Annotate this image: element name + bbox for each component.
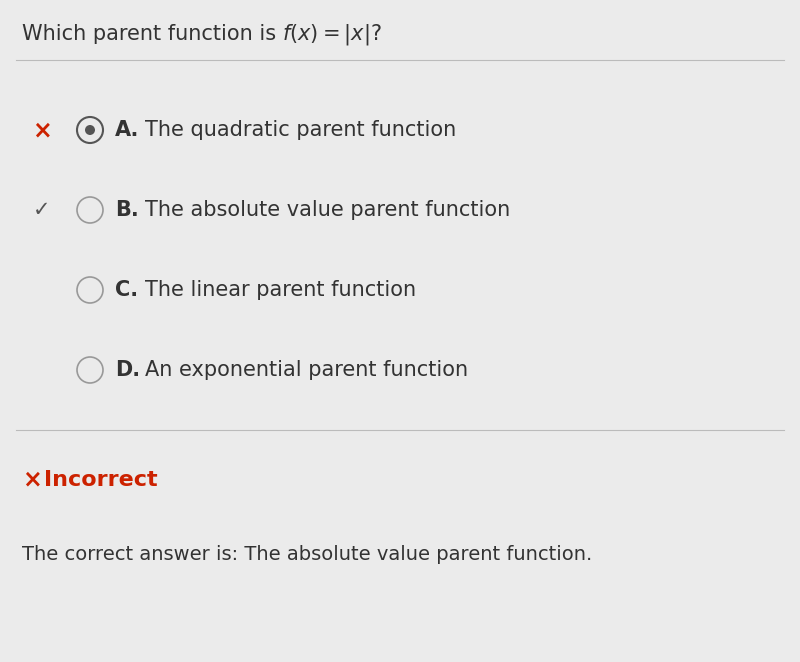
Text: B.: B. (115, 200, 138, 220)
Text: $f(x) = |x|$?: $f(x) = |x|$? (282, 21, 382, 46)
Text: Incorrect: Incorrect (44, 470, 158, 490)
Text: An exponential parent function: An exponential parent function (145, 360, 468, 380)
Text: The correct answer is: The absolute value parent function.: The correct answer is: The absolute valu… (22, 545, 592, 565)
Text: D.: D. (115, 360, 140, 380)
Text: C.: C. (115, 280, 138, 300)
Text: ×: × (22, 468, 42, 492)
Text: The absolute value parent function: The absolute value parent function (145, 200, 510, 220)
Text: Which parent function is: Which parent function is (22, 24, 282, 44)
Text: The quadratic parent function: The quadratic parent function (145, 120, 456, 140)
Text: ×: × (32, 118, 52, 142)
Text: ✓: ✓ (34, 200, 50, 220)
Circle shape (85, 125, 95, 135)
Text: A.: A. (115, 120, 139, 140)
Text: The linear parent function: The linear parent function (145, 280, 416, 300)
